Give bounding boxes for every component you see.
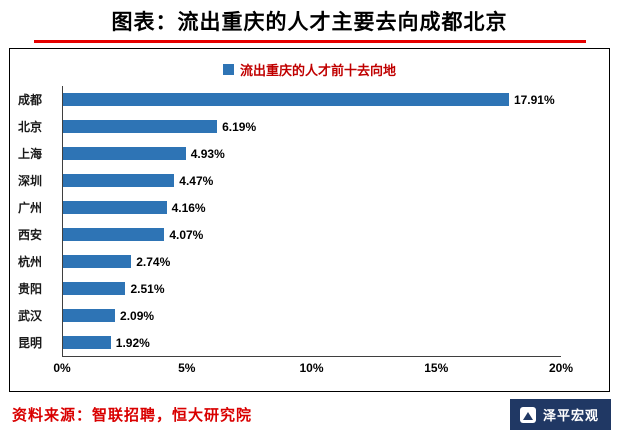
x-tick-label: 15% [424, 361, 449, 375]
chart-frame: 流出重庆的人才前十去向地 成都北京上海深圳广州西安杭州贵阳武汉昆明 17.91%… [9, 48, 610, 392]
bar [63, 120, 218, 133]
value-label: 4.16% [171, 200, 206, 215]
value-label: 2.09% [120, 308, 155, 323]
bar-row: 4.47% [63, 167, 561, 194]
brand-logo: 泽平宏观 [509, 399, 611, 430]
bar-row: 1.92% [63, 329, 561, 356]
category-label: 贵阳 [18, 282, 43, 296]
bar-plot: 成都北京上海深圳广州西安杭州贵阳武汉昆明 17.91% 6.19% 4.93% 4.4… [10, 86, 609, 377]
x-tick-label: 20% [548, 361, 574, 375]
bar-row: 4.07% [63, 221, 561, 248]
mountain-icon [519, 406, 536, 423]
chart-footer: 资料来源：智联招聘，恒大研究院 泽平宏观 [0, 399, 619, 430]
bar [63, 93, 509, 106]
value-label: 17.91% [513, 92, 555, 107]
title-underline [33, 40, 586, 43]
value-label: 6.19% [222, 119, 257, 134]
category-label: 西安 [18, 228, 43, 242]
bar [63, 282, 126, 295]
logo-text: 泽平宏观 [542, 408, 599, 423]
x-tick-label: 5% [178, 361, 196, 375]
bar-row: 6.19% [63, 113, 561, 140]
x-tick-label: 10% [299, 361, 324, 375]
bar-rows: 17.91% 6.19% 4.93% 4.47% 4.16% 4.07% 2.74% 2.51… [62, 86, 561, 357]
bar-row: 4.16% [63, 194, 561, 221]
category-label: 杭州 [18, 255, 43, 269]
bar [63, 255, 132, 268]
bar-row: 2.74% [63, 248, 561, 275]
plot-area: 17.91% 6.19% 4.93% 4.47% 4.16% 4.07% 2.74% 2.51… [53, 86, 573, 377]
value-label: 2.74% [136, 254, 171, 269]
value-label: 1.92% [115, 335, 150, 350]
value-label: 2.51% [130, 281, 165, 296]
category-label: 武汉 [18, 309, 43, 323]
x-tick-label: 0% [53, 361, 71, 375]
category-label: 深圳 [18, 174, 43, 188]
bar-row: 2.09% [63, 302, 561, 329]
bar-row: 2.51% [63, 275, 561, 302]
category-label: 广州 [18, 201, 43, 215]
page-title: 图表：流出重庆的人才主要去向成都北京 [111, 11, 508, 34]
bar-row: 4.93% [63, 140, 561, 167]
value-label: 4.93% [190, 146, 225, 161]
bar [63, 147, 186, 160]
value-label: 4.47% [179, 173, 214, 188]
bar [63, 228, 165, 241]
category-label: 成都 [18, 93, 43, 107]
value-label: 4.07% [169, 227, 204, 242]
legend-label: 流出重庆的人才前十去向地 [239, 63, 396, 78]
y-axis-labels: 成都北京上海深圳广州西安杭州贵阳武汉昆明 [10, 86, 62, 377]
category-label: 上海 [18, 147, 43, 161]
source-text: 资料来源：智联招聘，恒大研究院 [12, 407, 253, 424]
bar-row: 17.91% [63, 86, 561, 113]
x-axis: 0% 5% 10% 15% 20% [53, 357, 573, 377]
bar [63, 336, 111, 349]
legend-swatch-icon [222, 64, 234, 75]
category-label: 北京 [18, 120, 43, 134]
bar [63, 174, 175, 187]
chart-legend: 流出重庆的人才前十去向地 [10, 49, 609, 86]
category-label: 昆明 [18, 336, 43, 350]
bar [63, 201, 167, 214]
bar [63, 309, 116, 322]
